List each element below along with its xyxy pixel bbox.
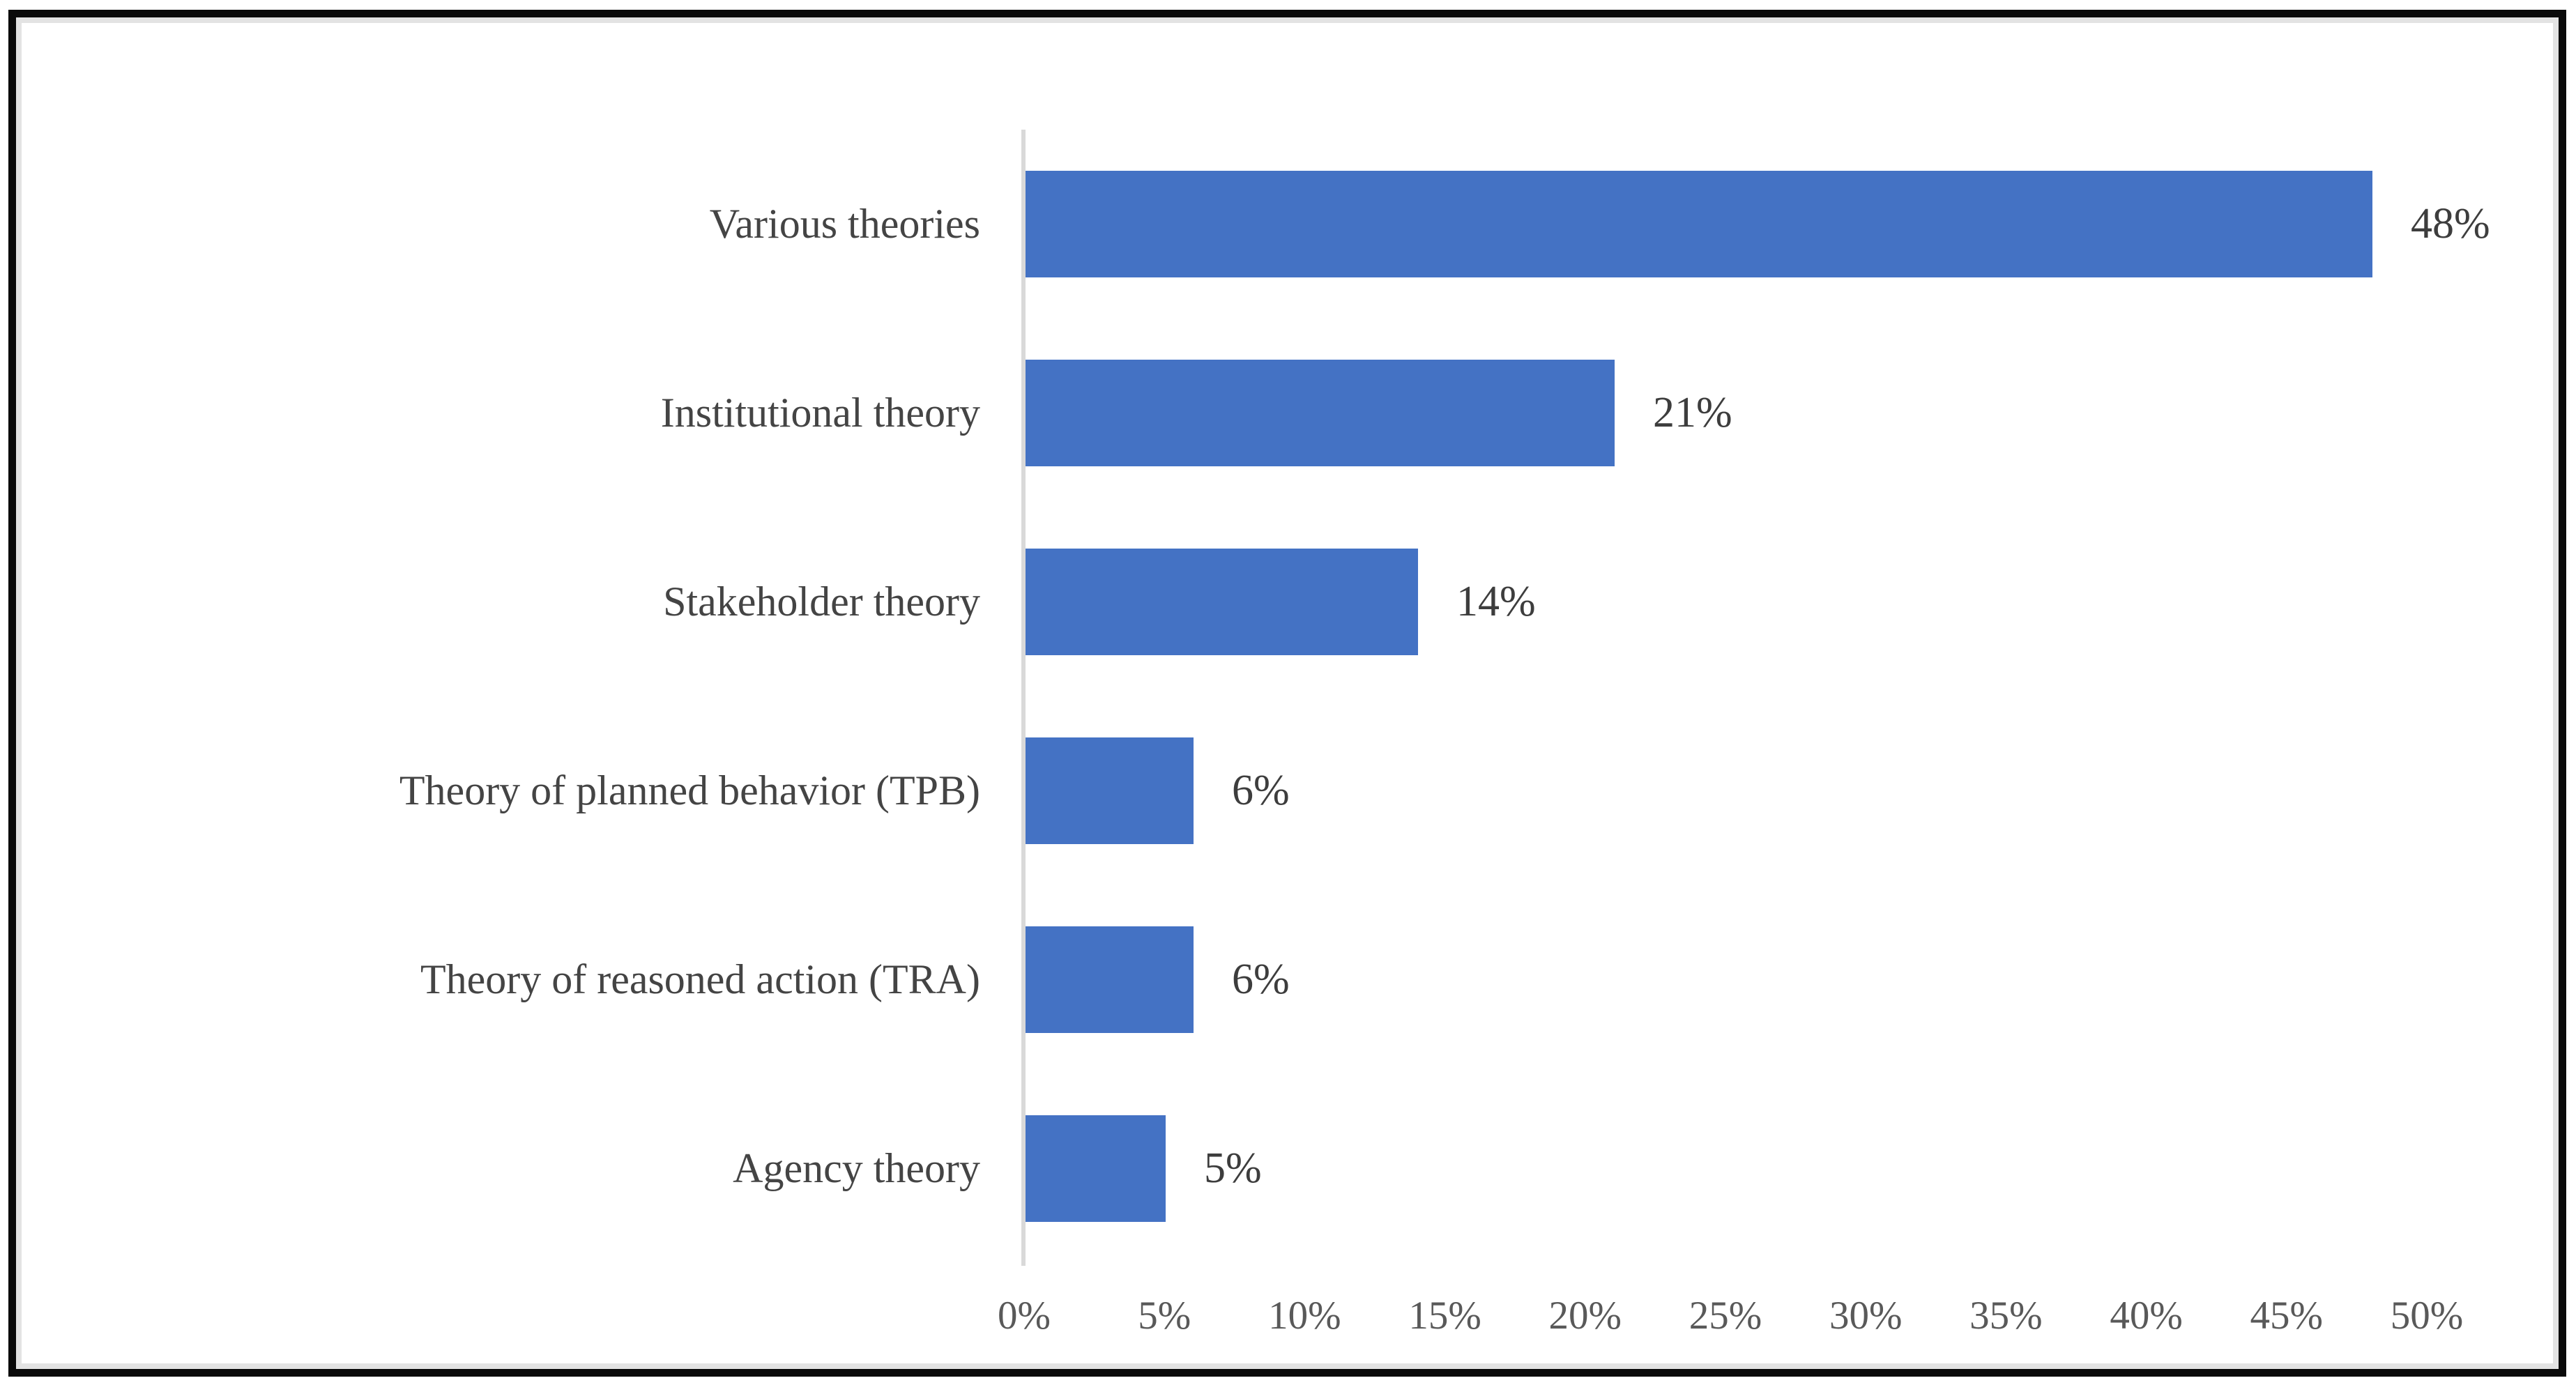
bar-chart: Various theories 48% Institutional theory 2…	[22, 23, 2553, 1363]
data-label: 14%	[1456, 578, 1536, 625]
x-tick-label: 50%	[2390, 1294, 2464, 1338]
x-tick-label: 0%	[998, 1294, 1051, 1338]
y-axis-baseline	[1021, 130, 1026, 1266]
x-tick-label: 20%	[1548, 1294, 1622, 1338]
bar	[1026, 1115, 1166, 1222]
bar	[1026, 926, 1194, 1033]
category-label: Agency theory	[733, 1145, 980, 1191]
category-label: Various theories	[709, 201, 980, 247]
x-tick-label: 35%	[1969, 1294, 2043, 1338]
x-tick-label: 45%	[2250, 1294, 2324, 1338]
x-tick-label: 25%	[1689, 1294, 1762, 1338]
data-label: 6%	[1232, 767, 1290, 814]
bar	[1026, 549, 1418, 655]
category-label: Theory of planned behavior (TPB)	[399, 767, 980, 813]
data-label: 5%	[1204, 1145, 1262, 1192]
data-label: 21%	[1653, 389, 1732, 436]
category-label: Theory of reasoned action (TRA)	[420, 956, 980, 1002]
x-tick-label: 30%	[1829, 1294, 1903, 1338]
x-tick-label: 5%	[1138, 1294, 1191, 1338]
x-tick-label: 40%	[2110, 1294, 2183, 1338]
category-label: Institutional theory	[660, 390, 980, 436]
data-label: 48%	[2411, 200, 2490, 247]
data-label: 6%	[1232, 956, 1290, 1003]
bar	[1026, 737, 1194, 844]
category-label: Stakeholder theory	[663, 579, 980, 625]
x-tick-label: 15%	[1408, 1294, 1481, 1338]
chart-object-border: Various theories 48% Institutional theory 2…	[16, 17, 2559, 1369]
bar	[1026, 360, 1615, 466]
figure-border: Various theories 48% Institutional theory 2…	[8, 10, 2566, 1377]
x-tick-label: 10%	[1268, 1294, 1341, 1338]
bar	[1026, 171, 2372, 277]
